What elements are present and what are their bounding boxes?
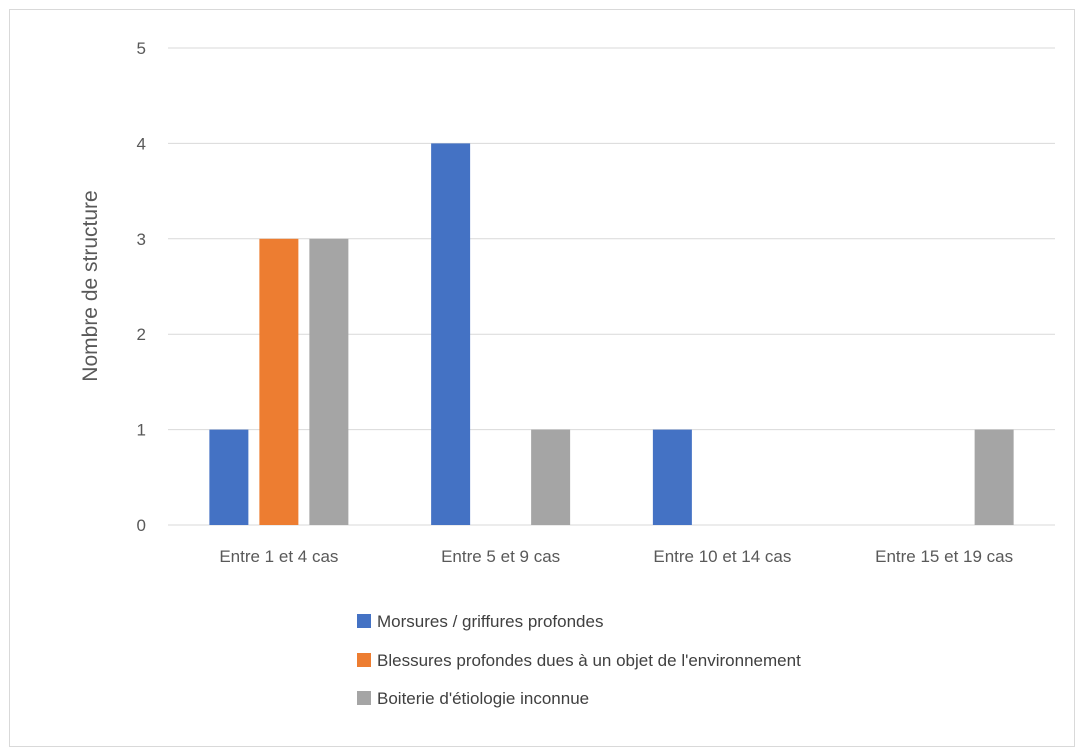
x-tick-label: Entre 5 et 9 cas [441, 547, 560, 566]
bar-3-1 [309, 238, 349, 526]
y-tick-label: 1 [137, 421, 146, 440]
bar-3-4 [974, 429, 1014, 525]
legend-swatch-1 [357, 614, 371, 628]
bar-1-3 [652, 429, 692, 525]
x-tick-label: Entre 10 et 14 cas [653, 547, 791, 566]
legend-label-3: Boiterie d'étiologie inconnue [377, 689, 589, 708]
y-axis-title: Nombre de structure [79, 190, 102, 381]
legend-label-1: Morsures / griffures profondes [377, 612, 603, 631]
x-axis-ticks: Entre 1 et 4 cas Entre 5 et 9 cas Entre 10… [219, 547, 1013, 566]
y-tick-label: 3 [137, 230, 146, 249]
bar-2-1 [259, 238, 299, 526]
bar-1-1 [209, 429, 249, 525]
legend: Morsures / griffures profondes Blessures … [357, 612, 801, 708]
y-tick-label: 2 [137, 325, 146, 344]
legend-swatch-2 [357, 653, 371, 667]
y-tick-label: 0 [137, 516, 146, 535]
legend-swatch-3 [357, 691, 371, 705]
bars [209, 143, 1014, 526]
y-tick-label: 4 [137, 134, 146, 153]
bar-3-2 [531, 429, 571, 525]
y-tick-label: 5 [137, 39, 146, 58]
bar-1-2 [431, 143, 471, 525]
x-tick-label: Entre 1 et 4 cas [219, 547, 338, 566]
gridlines [168, 47, 1055, 526]
x-tick-label: Entre 15 et 19 cas [875, 547, 1013, 566]
legend-label-2: Blessures profondes dues à un objet de l… [377, 651, 801, 670]
chart-area [9, 9, 1075, 747]
y-axis-ticks: 0 1 2 3 4 5 [137, 39, 146, 535]
